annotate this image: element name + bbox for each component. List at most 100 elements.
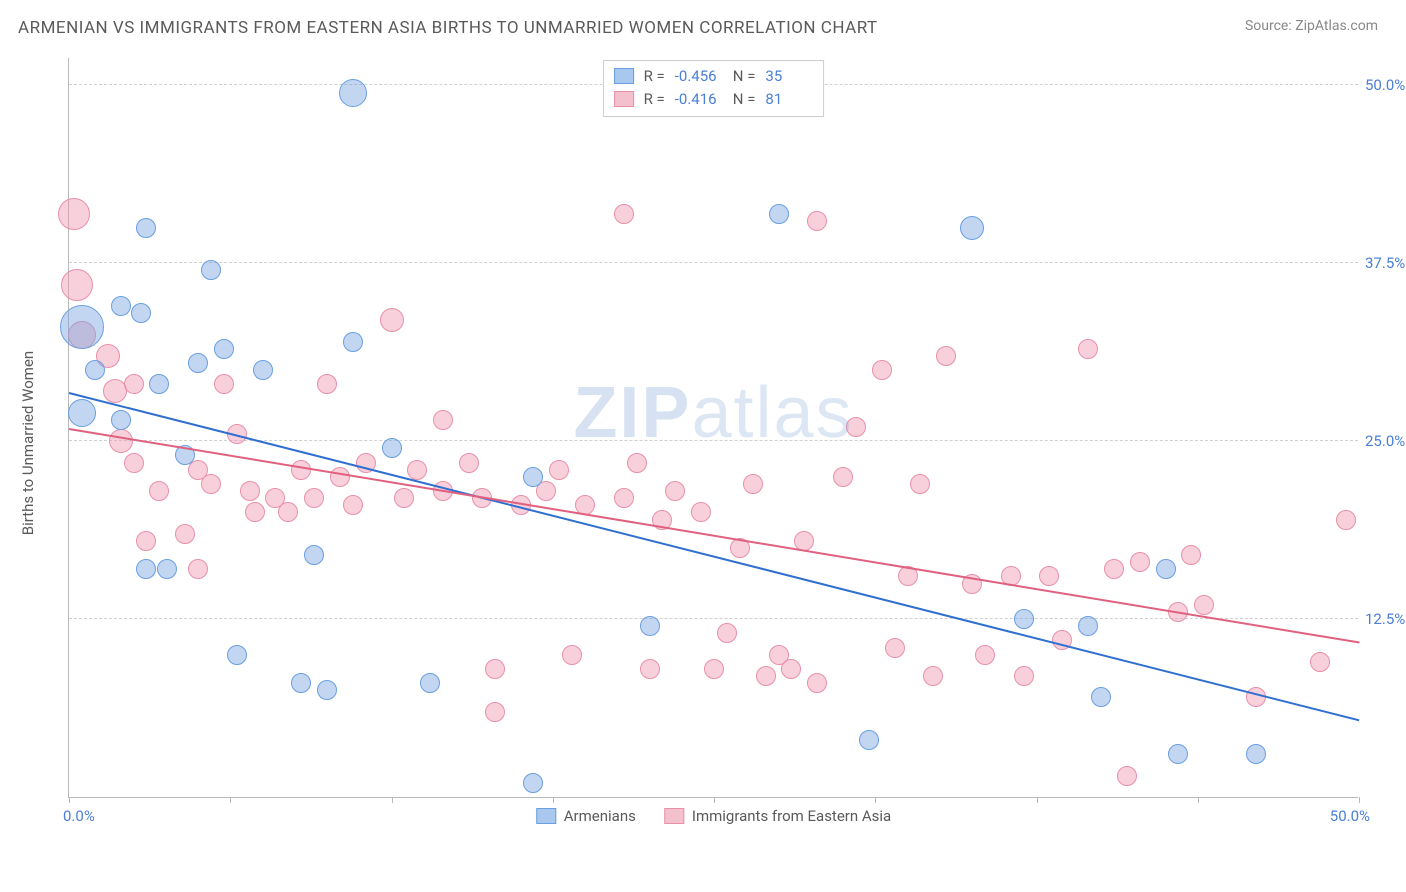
- source-label: Source:: [1245, 18, 1292, 34]
- scatter-point: [60, 305, 104, 349]
- scatter-point: [157, 559, 177, 579]
- legend-swatch: [614, 68, 634, 84]
- gridline: [69, 618, 1358, 619]
- scatter-point: [433, 410, 453, 430]
- scatter-point: [1130, 552, 1150, 572]
- y-axis-label: Births to Unmarried Women: [19, 351, 37, 535]
- y-tick-label: 37.5%: [1365, 254, 1406, 272]
- scatter-point: [149, 374, 169, 394]
- scatter-point: [1014, 666, 1034, 686]
- scatter-point: [485, 659, 505, 679]
- n-value: 35: [765, 65, 813, 88]
- scatter-point: [549, 460, 569, 480]
- source-link[interactable]: ZipAtlas.com: [1295, 18, 1378, 34]
- scatter-point: [188, 353, 208, 373]
- scatter-point: [640, 659, 660, 679]
- legend-item: Armenians: [536, 807, 636, 825]
- scatter-point: [317, 680, 337, 700]
- scatter-point: [872, 360, 892, 380]
- scatter-point: [1117, 766, 1137, 786]
- legend-item: Immigrants from Eastern Asia: [664, 807, 891, 825]
- scatter-point: [910, 474, 930, 494]
- scatter-point: [394, 488, 414, 508]
- watermark: ZIPatlas: [573, 372, 853, 454]
- scatter-point: [227, 645, 247, 665]
- y-tick-label: 25.0%: [1365, 432, 1406, 450]
- scatter-point: [136, 531, 156, 551]
- scatter-point: [627, 453, 647, 473]
- x-tick-mark: [1037, 797, 1038, 803]
- scatter-point: [109, 429, 133, 453]
- scatter-point: [382, 438, 402, 458]
- scatter-point: [175, 524, 195, 544]
- n-label: N =: [733, 88, 756, 111]
- legend-swatch: [614, 91, 634, 107]
- source-attribution: Source: ZipAtlas.com: [1245, 18, 1378, 34]
- scatter-point: [704, 659, 724, 679]
- legend-label: Armenians: [564, 807, 636, 825]
- r-label: R =: [644, 88, 665, 111]
- x-tick-mark: [553, 797, 554, 803]
- chart-header: ARMENIAN VS IMMIGRANTS FROM EASTERN ASIA…: [0, 0, 1406, 48]
- scatter-point: [136, 559, 156, 579]
- scatter-point: [640, 616, 660, 636]
- scatter-point: [1168, 744, 1188, 764]
- scatter-point: [1246, 744, 1266, 764]
- scatter-point: [124, 374, 144, 394]
- scatter-point: [833, 467, 853, 487]
- scatter-point: [278, 502, 298, 522]
- scatter-point: [343, 495, 363, 515]
- scatter-point: [61, 269, 93, 301]
- scatter-point: [885, 638, 905, 658]
- scatter-point: [1078, 616, 1098, 636]
- plot-area: ZIPatlas R =-0.456N =35R =-0.416N =81 0.…: [68, 58, 1358, 798]
- scatter-point: [1310, 652, 1330, 672]
- scatter-point: [124, 453, 144, 473]
- n-label: N =: [733, 65, 756, 88]
- scatter-point: [420, 673, 440, 693]
- scatter-point: [240, 481, 260, 501]
- scatter-point: [1336, 510, 1356, 530]
- x-tick-mark: [69, 797, 70, 803]
- y-tick-label: 12.5%: [1365, 610, 1406, 628]
- x-tick-mark: [714, 797, 715, 803]
- series-legend: Armenians Immigrants from Eastern Asia: [536, 807, 891, 825]
- scatter-point: [1104, 559, 1124, 579]
- scatter-point: [756, 666, 776, 686]
- legend-swatch: [536, 808, 556, 824]
- scatter-point: [614, 488, 634, 508]
- scatter-point: [136, 218, 156, 238]
- scatter-point: [111, 410, 131, 430]
- scatter-point: [614, 204, 634, 224]
- scatter-point: [253, 360, 273, 380]
- scatter-point: [743, 474, 763, 494]
- scatter-point: [339, 79, 367, 107]
- scatter-point: [111, 296, 131, 316]
- scatter-point: [523, 773, 543, 793]
- n-value: 81: [765, 88, 813, 111]
- scatter-point: [923, 666, 943, 686]
- scatter-point: [214, 374, 234, 394]
- x-axis-max-label: 50.0%: [1330, 807, 1370, 825]
- scatter-point: [1091, 687, 1111, 707]
- scatter-point: [523, 467, 543, 487]
- x-tick-mark: [1198, 797, 1199, 803]
- x-tick-mark: [392, 797, 393, 803]
- scatter-point: [936, 346, 956, 366]
- r-value: -0.456: [675, 65, 723, 88]
- scatter-point: [769, 204, 789, 224]
- correlation-legend: R =-0.456N =35R =-0.416N =81: [603, 60, 825, 117]
- scatter-point: [1078, 339, 1098, 359]
- x-axis-min-label: 0.0%: [63, 807, 95, 825]
- legend-stat-row: R =-0.416N =81: [614, 88, 814, 111]
- scatter-point: [1194, 595, 1214, 615]
- scatter-point: [380, 308, 404, 332]
- scatter-point: [665, 481, 685, 501]
- scatter-point: [85, 360, 105, 380]
- scatter-point: [188, 559, 208, 579]
- gridline: [69, 262, 1358, 263]
- x-tick-mark: [230, 797, 231, 803]
- scatter-point: [201, 260, 221, 280]
- scatter-point: [691, 502, 711, 522]
- scatter-point: [245, 502, 265, 522]
